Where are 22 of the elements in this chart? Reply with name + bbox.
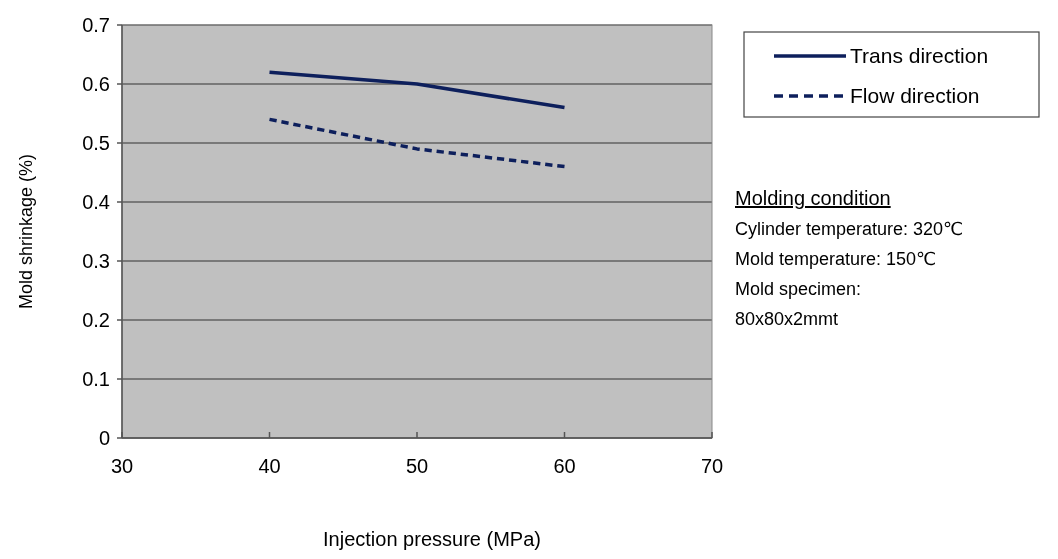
y-tick-label: 0.2: [82, 309, 110, 331]
y-tick-label: 0: [98, 427, 110, 449]
legend-label: Flow direction: [850, 84, 980, 108]
text: Cylinder temperature: 320℃: [735, 219, 964, 239]
text: Mold specimen:: [735, 279, 862, 299]
y-tick-label: 0.1: [82, 368, 110, 390]
y-tick-label: 0.5: [82, 132, 110, 154]
x-tick-label: 50: [405, 455, 429, 477]
x-axis-title: Injection pressure (MPa): [323, 528, 541, 550]
y-tick-label: 0.7: [82, 14, 110, 36]
y-tick-label: 0.3: [82, 250, 110, 272]
x-tick-label: 60: [553, 455, 576, 477]
x-tick-label: 70: [700, 455, 724, 477]
text: Mold temperature: 150℃: [735, 249, 937, 269]
x-tick-label: 30: [110, 455, 134, 477]
y-tick-label: 0.4: [82, 191, 110, 213]
text: Molding condition: [735, 187, 891, 209]
x-tick-label: 40: [258, 455, 281, 477]
legend-label: Trans direction: [850, 44, 989, 68]
y-tick-label: 0.6: [82, 73, 110, 95]
text: 80x80x2mmt: [735, 309, 839, 329]
y-axis-title: Mold shrinkage (%): [16, 153, 36, 310]
